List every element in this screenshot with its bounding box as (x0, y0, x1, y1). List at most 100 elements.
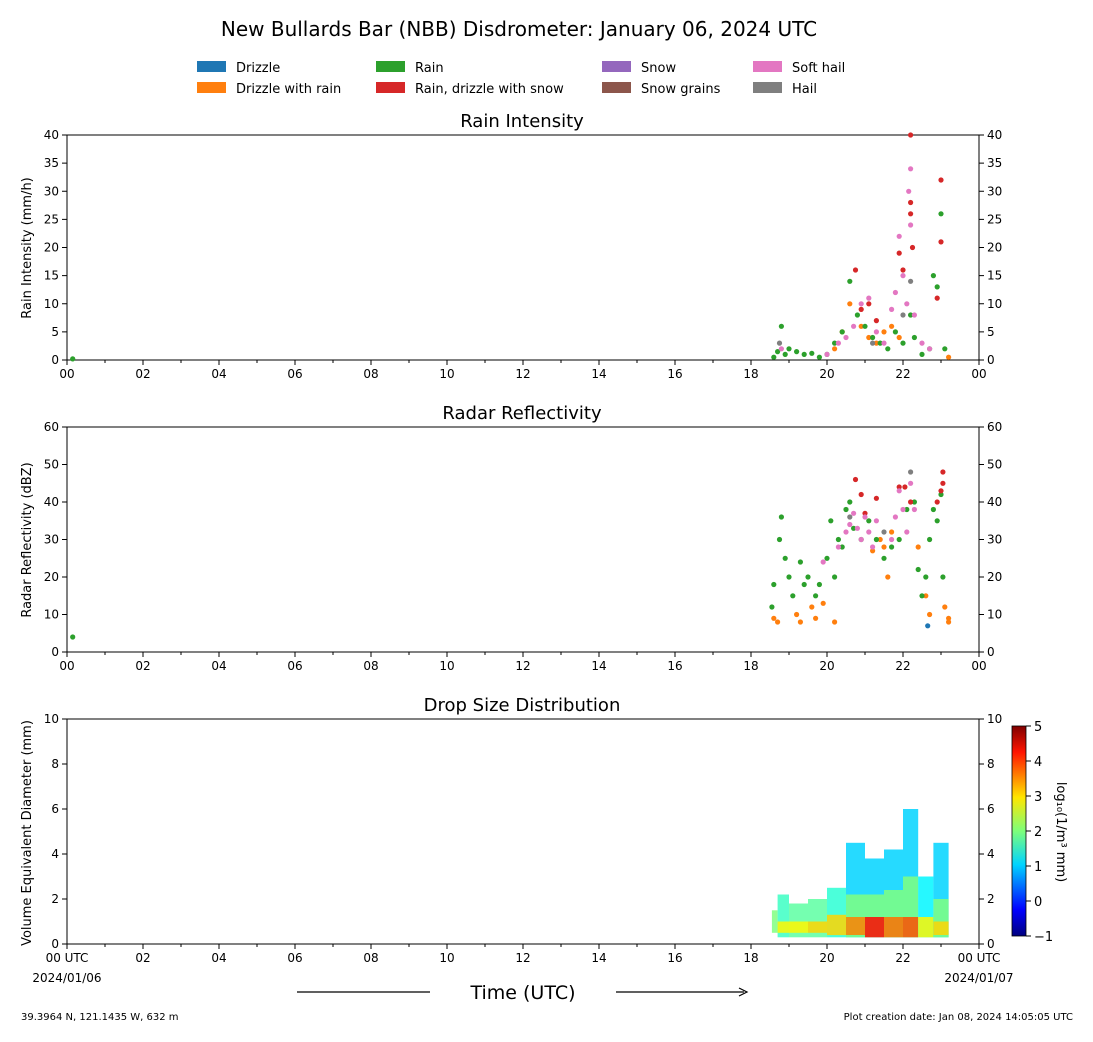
radar-reflectivity-point (896, 488, 902, 494)
x-tick-label: 18 (743, 951, 758, 965)
radar-reflectivity-point (873, 518, 880, 524)
rain-intensity-point (866, 295, 872, 301)
radar-reflectivity-title: Radar Reflectivity (442, 403, 602, 424)
radar-reflectivity-point (938, 488, 944, 494)
legend-swatch (602, 82, 631, 93)
radar-reflectivity-point (866, 529, 872, 535)
radar-reflectivity-point (881, 529, 887, 535)
colorbar: 5 4 3 2 1 0 −1 log₁₀(1/m³ mm) (1011, 720, 1068, 945)
rain-intensity-point (911, 334, 918, 341)
x-tick-label: 18 (743, 659, 758, 673)
rain-intensity-point (946, 354, 952, 360)
radar-reflectivity-point (835, 536, 842, 543)
rain-intensity-point (906, 188, 912, 194)
colorbar-tick-label: 2 (1034, 825, 1042, 840)
rain-intensity-point (801, 351, 807, 357)
x-tick-label: 12 (515, 367, 530, 381)
radar-reflectivity-point (843, 506, 849, 513)
y-tick-label-right: 40 (987, 128, 1002, 142)
radar-reflectivity-point (934, 499, 940, 505)
colorbar-tick-label: 3 (1034, 790, 1042, 805)
rain-intensity-point (862, 323, 868, 329)
rain-intensity-point (851, 323, 857, 329)
rain-intensity-point (896, 250, 902, 256)
radar-reflectivity-point (858, 536, 864, 543)
radar-reflectivity-point (923, 593, 929, 599)
rain-intensity-point (70, 356, 76, 362)
x-tick-label: 00 UTC (958, 951, 1001, 965)
radar-reflectivity-point (790, 593, 796, 599)
x-tick-label: 02 (135, 367, 150, 381)
footer-creation-date: Plot creation date: Jan 08, 2024 14:05:0… (844, 1012, 1073, 1023)
rain-intensity-point (938, 239, 944, 245)
radar-reflectivity-point (778, 514, 785, 520)
footer-location: 39.3964 N, 121.1435 W, 632 m (21, 1012, 179, 1023)
x-tick-label: 10 (439, 951, 454, 965)
x-tick-label: 22 (895, 367, 910, 381)
y-tick-label-right: 6 (987, 802, 995, 816)
rain-intensity-point (904, 301, 910, 307)
y-tick-label-right: 10 (987, 608, 1002, 622)
radar-reflectivity-point (908, 480, 914, 486)
rain-intensity-point (911, 312, 918, 318)
radar-reflectivity-point (809, 604, 815, 610)
x-tick-label: 14 (591, 951, 606, 965)
rain-intensity-point (852, 267, 859, 273)
heatmap-cell (808, 921, 827, 933)
y-tick-label: 8 (51, 757, 59, 771)
radar-reflectivity-point (927, 611, 933, 618)
radar-reflectivity-point (771, 615, 777, 621)
radar-reflectivity-point (820, 600, 826, 606)
x-tick-label: 00 (59, 659, 74, 673)
drop-size-title: Drop Size Distribution (424, 695, 621, 716)
x-tick-label: 08 (363, 367, 378, 381)
legend-label: Rain (415, 61, 444, 76)
time-arrow-head (738, 987, 749, 997)
radar-reflectivity-point (915, 544, 921, 550)
rain-intensity-point (873, 340, 880, 346)
radar-reflectivity-point (930, 506, 937, 513)
rain-intensity-point (782, 351, 788, 357)
rain-intensity-point (832, 346, 838, 352)
radar-reflectivity-point (801, 581, 807, 588)
rain-intensity-point (900, 273, 906, 279)
x-tick-label: 12 (515, 951, 530, 965)
legend-label: Snow (641, 61, 676, 76)
colorbar-tick-label: 5 (1034, 720, 1042, 735)
radar-reflectivity-point (925, 623, 931, 629)
rain-intensity-point (866, 334, 872, 341)
rain-intensity-title: Rain Intensity (460, 111, 584, 132)
legend-label: Hail (792, 82, 817, 97)
x-tick-label: 00 (971, 367, 986, 381)
rain-intensity-point (938, 177, 944, 183)
y-tick-label: 10 (44, 608, 59, 622)
radar-reflectivity-point (896, 536, 902, 543)
y-tick-label-right: 60 (987, 420, 1002, 434)
rain-intensity-point (908, 199, 914, 206)
x-tick-label: 18 (743, 367, 758, 381)
rain-intensity-point (908, 132, 914, 138)
y-tick-label: 5 (51, 325, 59, 339)
x-tick-label: 04 (211, 951, 226, 965)
rain-intensity-point (900, 312, 906, 318)
rain-intensity-point (816, 354, 823, 360)
radar-reflectivity-point (940, 480, 946, 486)
rain-intensity-point (934, 295, 940, 301)
radar-reflectivity-point (934, 518, 940, 524)
colorbar-tick-label: 4 (1034, 755, 1042, 770)
x-tick-label: 00 (59, 367, 74, 381)
x-tick-label: 16 (667, 951, 682, 965)
rain-intensity-point (934, 284, 940, 290)
y-tick-label: 10 (44, 297, 59, 311)
radar-reflectivity-point (904, 529, 910, 535)
radar-reflectivity-point (881, 555, 887, 561)
colorbar-ticks: 5 4 3 2 1 0 −1 (1026, 720, 1053, 945)
radar-reflectivity-point (904, 506, 910, 513)
radar-reflectivity-point (70, 634, 76, 640)
rain-intensity-point (938, 211, 944, 217)
radar-reflectivity-point (942, 604, 948, 610)
radar-reflectivity-point (862, 510, 868, 516)
legend-swatch (602, 61, 631, 72)
